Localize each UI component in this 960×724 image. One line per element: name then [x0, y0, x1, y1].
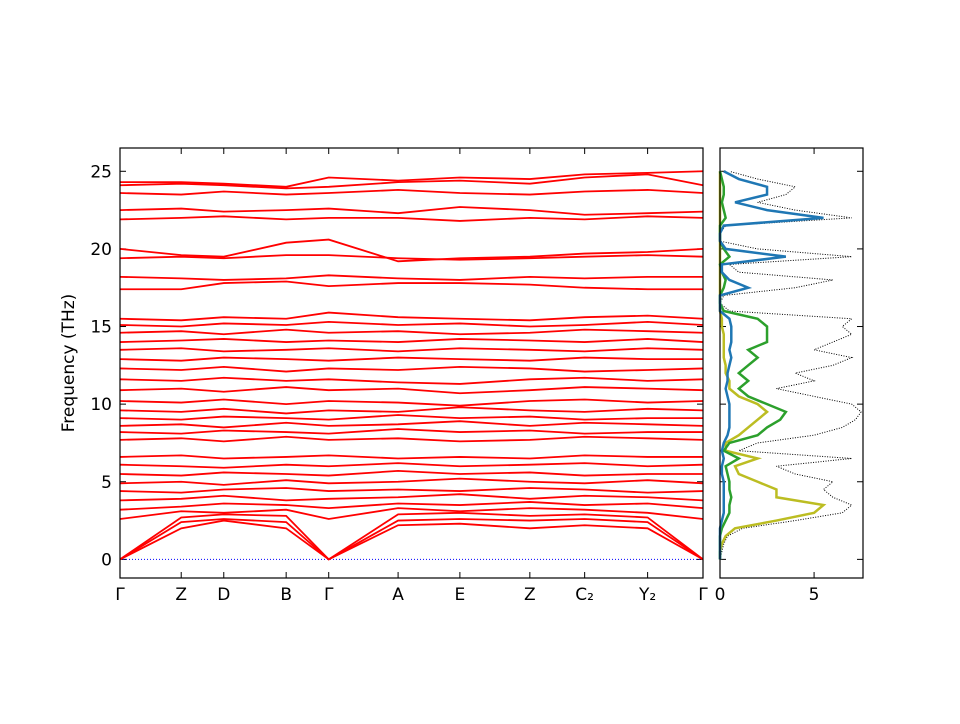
- band-line: [119, 376, 704, 385]
- x-tick-label: C₂: [575, 585, 594, 605]
- y-tick-label: 5: [101, 473, 112, 493]
- band-line: [119, 454, 703, 460]
- band-line: [119, 519, 704, 561]
- x-tick-label: A: [392, 585, 404, 605]
- y-tick-label: 25: [90, 162, 112, 182]
- band-line: [119, 477, 704, 486]
- band-line: [120, 280, 703, 291]
- band-line: [119, 274, 703, 281]
- dos-line: [718, 171, 827, 560]
- band-line: [119, 435, 704, 443]
- band-line: [119, 320, 704, 328]
- band-line: [119, 189, 704, 196]
- y-tick-label: 0: [101, 550, 112, 570]
- band-line: [119, 347, 704, 353]
- band-line: [119, 507, 704, 520]
- x-tick-label: 5: [809, 585, 820, 605]
- x-tick-label: Y₂: [638, 585, 656, 605]
- x-tick-label: Γ: [115, 585, 125, 605]
- band-line: [119, 206, 704, 216]
- band-line: [119, 414, 703, 421]
- band-line: [119, 328, 704, 336]
- band-line: [119, 311, 704, 322]
- band-line: [119, 511, 704, 561]
- band-line: [119, 338, 704, 343]
- band-line: [119, 254, 704, 261]
- band-line: [119, 386, 704, 395]
- band-line: [119, 493, 704, 502]
- plot-frame: [119, 147, 704, 579]
- y-axis-label: Frequency (THz): [59, 294, 79, 433]
- band-line: [119, 356, 703, 362]
- x-tick-label: Z: [175, 585, 187, 605]
- x-tick-label: 0: [715, 585, 726, 605]
- x-tick-label: Γ: [324, 585, 334, 605]
- band-line: [119, 215, 704, 222]
- x-tick-label: Z: [524, 585, 536, 605]
- x-tick-label: B: [280, 585, 292, 605]
- y-tick-label: 20: [90, 240, 112, 260]
- y-tick-label: 15: [90, 318, 112, 338]
- band-line: [119, 501, 704, 511]
- band-line: [119, 420, 704, 429]
- band-line: [119, 469, 703, 477]
- band-line: [119, 518, 704, 561]
- band-line: [119, 487, 704, 494]
- band-line: [120, 170, 704, 188]
- dos-line: [719, 170, 862, 560]
- band-line: [119, 173, 704, 190]
- band-line: [119, 365, 704, 373]
- band-line: [119, 462, 704, 469]
- band-line: [119, 238, 704, 263]
- plot-frame: [719, 147, 864, 579]
- band-line: [119, 406, 704, 415]
- x-tick-label: Γ: [698, 585, 708, 605]
- dos-line: [718, 170, 824, 560]
- band-line: [119, 428, 703, 435]
- x-tick-label: D: [217, 585, 230, 605]
- x-tick-label: E: [455, 585, 466, 605]
- y-tick-label: 10: [90, 395, 112, 415]
- band-line: [119, 398, 704, 407]
